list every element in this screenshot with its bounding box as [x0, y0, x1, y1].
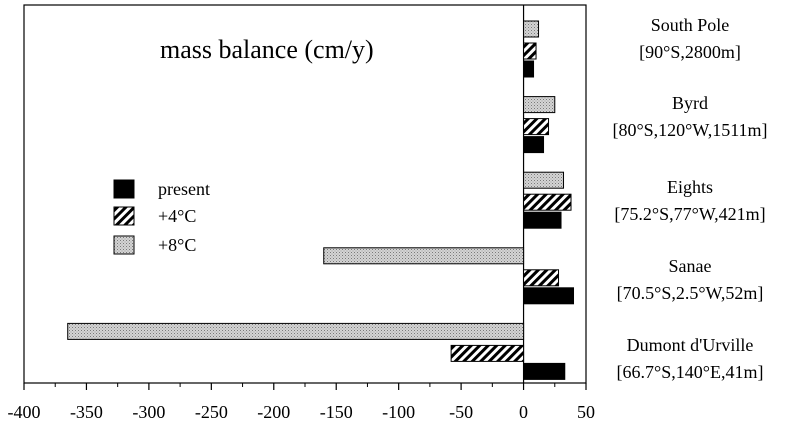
bar-plus8c-3 — [323, 247, 525, 265]
bar-plus8c-4 — [67, 322, 525, 340]
legend-swatch-0 — [113, 179, 135, 199]
legend-swatch-1 — [113, 206, 135, 226]
x-tick-label: 0 — [519, 402, 528, 422]
station-coords: [90°S,2800m] — [639, 42, 741, 62]
station-coords: [80°S,120°W,1511m] — [612, 120, 767, 140]
legend-label-1: +4°C — [158, 206, 196, 226]
legend-swatch-2 — [113, 235, 135, 255]
x-tick-label: -50 — [449, 402, 473, 422]
bar-present-3 — [523, 287, 575, 305]
x-tick-label: -400 — [8, 402, 41, 422]
bar-present-4 — [523, 362, 566, 380]
legend-label-2: +8°C — [158, 235, 196, 255]
bar-plus4c-3 — [523, 269, 560, 287]
station-name: Byrd — [672, 93, 708, 113]
category-labels: South Pole [90°S,2800m] Byrd [80°S,120°W,15… — [612, 15, 767, 382]
bar-plus4c-4 — [450, 344, 525, 362]
bar-plus8c-2 — [523, 171, 565, 189]
bar-plus4c-2 — [523, 193, 572, 211]
x-tick-label: -350 — [70, 402, 103, 422]
bar-plus8c-0 — [523, 20, 540, 38]
x-tick-label: -100 — [382, 402, 415, 422]
x-tick-label: -300 — [132, 402, 165, 422]
bar-present-2 — [523, 211, 562, 229]
station-coords: [70.5°S,2.5°W,52m] — [617, 283, 764, 303]
bars-layer — [67, 5, 575, 383]
bar-present-1 — [523, 136, 545, 154]
bar-present-0 — [523, 60, 535, 78]
legend-label-0: present — [158, 179, 210, 199]
x-tick-label: -250 — [195, 402, 228, 422]
chart-title: mass balance (cm/y) — [160, 35, 374, 64]
x-tick-label: 50 — [577, 402, 595, 422]
station-coords: [66.7°S,140°E,41m] — [617, 362, 764, 382]
station-name: South Pole — [651, 15, 730, 35]
x-axis: -400 -350 -300 -250 -200 -150 -100 -50 0 50 — [8, 383, 595, 422]
station-name: Dumont d'Urville — [627, 335, 754, 355]
bar-plus4c-1 — [523, 118, 550, 136]
station-coords: [75.2°S,77°W,421m] — [614, 204, 765, 224]
station-name: Sanae — [669, 256, 712, 276]
bar-plus8c-1 — [523, 96, 556, 114]
station-name: Eights — [667, 177, 713, 197]
bar-plus4c-0 — [523, 42, 537, 60]
x-tick-label: -200 — [257, 402, 290, 422]
legend: present +4°C +8°C — [113, 179, 210, 255]
x-tick-label: -150 — [320, 402, 353, 422]
